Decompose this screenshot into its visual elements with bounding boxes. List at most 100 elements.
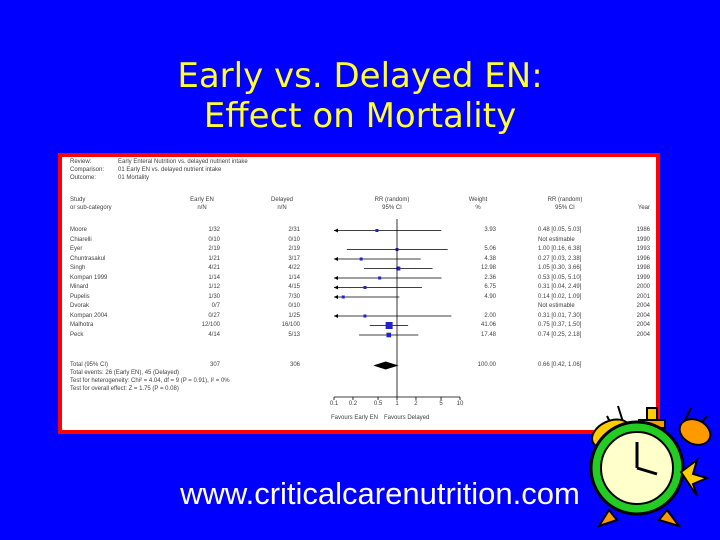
header-weight: Weight [468,197,488,203]
study-early-events: 4/21 [208,265,220,271]
header-study-sub: or sub-category [70,205,112,211]
study-year: 1999 [636,274,650,281]
study-rr-ci: 0.74 [0.25, 2.18] [538,331,582,338]
study-rr-marker [378,276,382,280]
study-name: Peck [70,331,84,338]
study-rr-marker [385,322,393,329]
study-early-events: 1/32 [208,227,220,233]
study-early-events: 0/7 [211,303,220,309]
study-rr-marker [375,229,379,232]
study-year: 2000 [636,284,650,290]
forest-plot-panel: Review: Early Enteral Nutrition vs. dela… [62,157,656,430]
study-weight: 4.38 [484,255,496,262]
study-rr-ci: 0.75 [0.37, 1.50] [538,322,582,328]
study-early-events: 0/27 [208,312,220,319]
study-year: 1986 [636,227,650,233]
study-rr-ci: Not estimable [538,236,575,243]
study-early-events: 1/21 [208,255,220,262]
study-delayed-events: 0/10 [288,303,300,309]
study-rr-ci: Not estimable [538,303,575,309]
study-weight: 6.75 [484,284,496,290]
study-weight: 12.98 [480,265,496,271]
study-early-events: 12/100 [201,322,220,328]
study-delayed-events: 4/22 [288,265,300,271]
header-year: Year [637,205,650,211]
study-rr-ci: 0.14 [0.02, 1.09] [538,293,582,300]
study-year: 2004 [636,312,650,319]
meta-comparison-label: Comparison: [70,167,105,173]
total-study: Total (95% CI) [70,362,109,368]
study-weight: 2.00 [484,312,496,319]
study-rr-ci: 0.53 [0.05, 5.10] [538,274,582,281]
study-year: 2004 [636,331,650,338]
study-rr-marker [363,286,367,289]
header-early: Early EN [190,197,214,203]
study-rr-marker [359,257,363,261]
axis-tick-label: 0.5 [373,401,383,407]
study-rr-marker [341,295,345,299]
study-rr-ci: 0.48 [0.05, 5.03] [538,227,582,233]
study-delayed-events: 0/10 [288,236,300,243]
header-early-sub: n/N [197,205,207,211]
study-rr-marker [363,314,367,318]
study-rr-ci: 1.05 [0.30, 3.66] [538,265,582,271]
ci-left-arrow [334,257,338,261]
header-delayed-sub: n/N [277,205,287,211]
study-year: 2001 [636,293,650,300]
axis-tick-label: 0.1 [329,401,339,407]
study-rr-ci: 1.00 [0.16, 6.38] [538,246,582,252]
study-weight: 41.06 [480,322,496,328]
axis-caption-left: Favours Early EN [330,415,378,421]
header-rr-ci: RR (random) [547,197,583,203]
study-name: Kompan 1999 [70,274,108,281]
meta-comparison-value: 01 Early EN vs. delayed nutrient intake [118,167,222,173]
study-early-events: 2/19 [208,246,220,252]
header-study: Study [70,197,86,203]
study-year: 1996 [636,255,650,262]
study-delayed-events: 1/25 [288,312,300,319]
header-rr-plot: RR (random) [374,197,410,203]
header-delayed: Delayed [270,197,293,203]
axis-tick-label: 2 [414,401,418,407]
study-rr-ci: 0.27 [0.03, 2.38] [538,255,582,262]
study-name: Eyer [70,246,83,252]
study-early-events: 1/30 [208,293,220,300]
total-ci: 0.66 [0.42, 1.06] [538,362,582,368]
study-weight: 5.06 [484,246,496,252]
study-name: Chiarelli [70,236,92,243]
slide-title: Early vs. Delayed EN: Effect on Mortalit… [0,56,720,136]
study-year: 2004 [636,303,650,309]
total-delayed: 306 [289,362,300,368]
study-year: 1993 [636,246,650,252]
website-url: www.criticalcarenutrition.com [180,476,580,511]
study-name: Dvorak [70,303,90,309]
meta-outcome-value: 01 Mortality [118,175,150,181]
overall-effect-test: Test for overall effect: Z = 1.75 (P = 0… [70,386,179,392]
study-delayed-events: 5/13 [288,331,300,338]
study-early-events: 1/12 [208,284,220,290]
study-weight: 4.90 [484,293,496,300]
study-early-events: 0/10 [208,236,220,243]
study-delayed-events: 16/100 [281,322,300,328]
axis-tick-label: 1 [395,401,399,407]
total-events: Total events: 26 (Early EN), 45 (Delayed… [70,370,180,376]
study-rr-marker [386,332,392,338]
study-name: Kompan 2004 [70,312,108,319]
study-name: Chuntrasakul [70,255,106,262]
study-name: Malhotra [70,322,94,328]
study-delayed-events: 2/19 [288,246,300,252]
ci-left-arrow [334,228,338,233]
ci-left-arrow [334,276,338,280]
header-weight-sub: % [475,205,481,211]
axis-tick-label: 10 [456,401,464,407]
study-early-events: 4/14 [208,331,220,338]
study-name: Singh [70,265,86,271]
study-name: Minard [70,284,89,290]
study-delayed-events: 2/31 [288,227,300,233]
study-weight: 17.48 [480,331,496,338]
study-delayed-events: 4/15 [288,284,300,290]
forest-plot-frame: Review: Early Enteral Nutrition vs. dela… [58,153,660,434]
study-rr-ci: 0.31 [0.04, 2.49] [538,284,582,290]
total-weight: 100.00 [477,362,496,368]
study-weight: 2.36 [484,274,496,281]
